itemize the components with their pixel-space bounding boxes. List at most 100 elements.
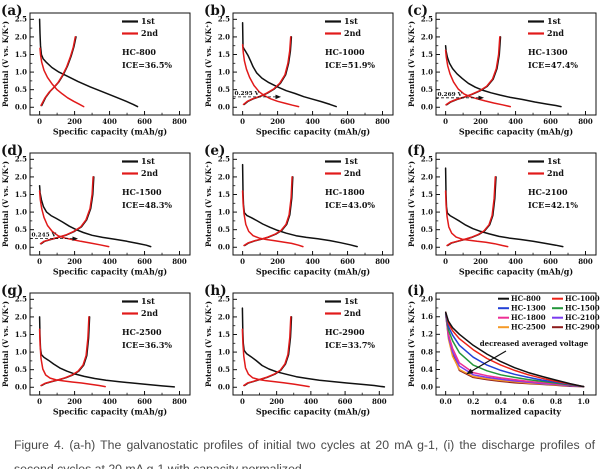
svg-text:0.6: 0.6	[522, 397, 534, 406]
svg-text:ICE=42.1%: ICE=42.1%	[528, 200, 578, 210]
svg-text:(i): (i)	[407, 283, 425, 299]
panel-c: 0 200 400 600 800 0.0 0.5 1.0 1.5 2.0 2.5 Specific …	[406, 0, 609, 140]
svg-text:0.0: 0.0	[218, 103, 230, 112]
svg-text:0.0: 0.0	[421, 243, 433, 252]
chart-g: 0 200 400 600 800 0.0 0.5 1.0 1.5 2.0 2.5 Specific …	[1, 283, 191, 417]
svg-text:400: 400	[305, 117, 320, 126]
svg-text:Potential (V vs. K/K⁺): Potential (V vs. K/K⁺)	[1, 161, 10, 247]
svg-text:2.5: 2.5	[218, 295, 230, 304]
svg-text:1.5: 1.5	[421, 190, 433, 199]
svg-text:1st: 1st	[344, 296, 358, 306]
svg-text:0.2: 0.2	[467, 397, 479, 406]
chart-d: 0 200 400 600 800 0.0 0.5 1.0 1.5 2.0 2.5 Specific …	[1, 143, 191, 277]
svg-text:2nd: 2nd	[344, 168, 361, 178]
svg-text:1st: 1st	[547, 16, 561, 26]
svg-text:0.5: 0.5	[421, 85, 433, 94]
svg-text:1.6: 1.6	[421, 312, 433, 321]
svg-text:0: 0	[240, 257, 245, 266]
svg-text:2.5: 2.5	[218, 15, 230, 24]
svg-text:800: 800	[372, 397, 387, 406]
svg-text:HC-2100: HC-2100	[528, 187, 568, 197]
svg-text:Potential (V vs. K/K⁺): Potential (V vs. K/K⁺)	[204, 301, 213, 387]
svg-text:Potential (V vs. K/K⁺): Potential (V vs. K/K⁺)	[407, 301, 416, 387]
panel-a: 0 200 400 600 800 0.0 0.5 1.0 1.5 2.0 2.5 Specific …	[0, 0, 203, 140]
svg-text:600: 600	[137, 117, 152, 126]
svg-text:0.5: 0.5	[15, 85, 27, 94]
svg-text:decreased averaged voltage: decreased averaged voltage	[480, 339, 589, 348]
chart-a: 0 200 400 600 800 0.0 0.5 1.0 1.5 2.0 2.5 Specific …	[1, 3, 191, 137]
svg-text:Specific capacity (mAh/g): Specific capacity (mAh/g)	[53, 127, 168, 137]
svg-text:HC-2900: HC-2900	[325, 327, 365, 337]
chart-i: 0.0 0.2 0.4 0.6 0.8 1.0 0.0 0.4 0.8 1.2 1.6 2.0 norm…	[407, 283, 600, 417]
svg-text:1st: 1st	[547, 156, 561, 166]
svg-text:HC-2100: HC-2100	[565, 313, 600, 322]
svg-text:0.5: 0.5	[421, 225, 433, 234]
svg-text:2.5: 2.5	[15, 155, 27, 164]
chart-c: 0 200 400 600 800 0.0 0.5 1.0 1.5 2.0 2.5 Specific …	[407, 3, 597, 137]
svg-text:Specific capacity (mAh/g): Specific capacity (mAh/g)	[256, 127, 371, 137]
svg-text:ICE=43.0%: ICE=43.0%	[325, 200, 375, 210]
svg-text:Specific capacity (mAh/g): Specific capacity (mAh/g)	[256, 407, 371, 417]
svg-text:800: 800	[375, 117, 390, 126]
panel-h: 0 200 400 600 800 0.0 0.5 1.0 1.5 2.0 2.5 Specific …	[203, 280, 406, 420]
svg-text:200: 200	[269, 397, 284, 406]
svg-text:1st: 1st	[141, 16, 155, 26]
panel-g: 0 200 400 600 800 0.0 0.5 1.0 1.5 2.0 2.5 Specific …	[0, 280, 203, 420]
chart-b: 0 200 400 600 800 0.0 0.5 1.0 1.5 2.0 2.5 Specific …	[204, 3, 394, 137]
svg-text:0.0: 0.0	[15, 243, 27, 252]
svg-text:0.0: 0.0	[440, 397, 452, 406]
svg-text:HC-2900: HC-2900	[565, 323, 600, 332]
svg-text:1st: 1st	[141, 156, 155, 166]
panel-d: 0 200 400 600 800 0.0 0.5 1.0 1.5 2.0 2.5 Specific …	[0, 140, 203, 280]
svg-text:2nd: 2nd	[547, 28, 564, 38]
svg-text:600: 600	[543, 117, 558, 126]
svg-text:0.8: 0.8	[550, 397, 562, 406]
svg-text:0.0: 0.0	[15, 383, 27, 392]
svg-text:200: 200	[473, 257, 488, 266]
svg-text:normalized capacity: normalized capacity	[471, 407, 562, 417]
svg-text:600: 600	[137, 257, 152, 266]
svg-text:(f): (f)	[407, 143, 426, 159]
svg-text:2.0: 2.0	[218, 172, 230, 181]
svg-text:ICE=36.5%: ICE=36.5%	[122, 60, 172, 70]
svg-text:HC-1000: HC-1000	[325, 47, 365, 57]
svg-text:2nd: 2nd	[141, 308, 158, 318]
svg-text:Potential (V vs. K/K⁺): Potential (V vs. K/K⁺)	[407, 21, 416, 107]
svg-text:600: 600	[338, 397, 353, 406]
svg-text:2.5: 2.5	[15, 15, 27, 24]
svg-text:800: 800	[578, 257, 593, 266]
svg-text:Potential (V vs. K/K⁺): Potential (V vs. K/K⁺)	[1, 301, 10, 387]
svg-text:0.5: 0.5	[15, 365, 27, 374]
svg-text:1.0: 1.0	[15, 207, 27, 216]
svg-text:1.5: 1.5	[15, 190, 27, 199]
svg-text:HC-1000: HC-1000	[565, 294, 600, 303]
svg-text:1.0: 1.0	[218, 67, 230, 76]
svg-text:ICE=47.4%: ICE=47.4%	[528, 60, 578, 70]
svg-text:200: 200	[270, 257, 285, 266]
svg-text:800: 800	[172, 117, 187, 126]
svg-text:2.5: 2.5	[15, 295, 27, 304]
figure-caption: Figure 4. (a-h) The galvanostatic profil…	[14, 438, 595, 469]
svg-text:1.5: 1.5	[218, 330, 230, 339]
svg-text:0.0: 0.0	[421, 382, 433, 391]
svg-text:2.5: 2.5	[421, 15, 433, 24]
svg-text:400: 400	[102, 117, 117, 126]
svg-text:1st: 1st	[344, 16, 358, 26]
svg-text:HC-800: HC-800	[122, 47, 156, 57]
svg-text:ICE=33.7%: ICE=33.7%	[325, 340, 375, 350]
svg-text:Specific capacity (mAh/g): Specific capacity (mAh/g)	[256, 267, 371, 277]
svg-text:1st: 1st	[141, 296, 155, 306]
svg-text:HC-1800: HC-1800	[511, 313, 546, 322]
figure-grid: 0 200 400 600 800 0.0 0.5 1.0 1.5 2.0 2.5 Specific …	[0, 0, 609, 420]
svg-text:HC-800: HC-800	[511, 294, 541, 303]
svg-text:2.0: 2.0	[421, 32, 433, 41]
svg-text:0.5: 0.5	[218, 225, 230, 234]
svg-text:(e): (e)	[204, 143, 225, 159]
svg-text:400: 400	[305, 257, 320, 266]
svg-text:0.5: 0.5	[15, 225, 27, 234]
panel-b: 0 200 400 600 800 0.0 0.5 1.0 1.5 2.0 2.5 Specific …	[203, 0, 406, 140]
svg-text:0: 0	[240, 397, 245, 406]
svg-text:200: 200	[67, 117, 82, 126]
svg-text:0: 0	[240, 117, 245, 126]
